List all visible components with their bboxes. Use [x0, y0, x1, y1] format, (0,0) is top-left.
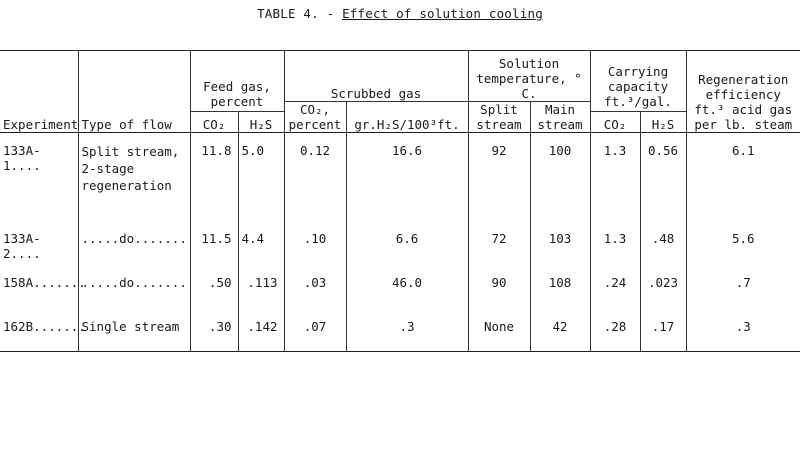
- table-title: TABLE 4. - Effect of solution cooling: [0, 6, 800, 21]
- header-experiment: Experiment: [0, 50, 79, 132]
- header-scrubbed-h2s: gr.H₂S/100³ft.: [346, 101, 469, 132]
- table-row: 162B....... Single stream .30 .142 .07 .…: [0, 309, 800, 352]
- cell-experiment: 158A.......: [0, 265, 86, 309]
- table-label: TABLE 4. -: [257, 6, 335, 21]
- cell-feed-h2s: 4.4: [238, 221, 285, 265]
- data-table: Experiment Type of flow Feed gas, percen…: [0, 50, 800, 352]
- cell-type-of-flow: .....do.......: [78, 265, 191, 309]
- cell-experiment: 133A-2....: [0, 221, 79, 265]
- cell-experiment: 133A-1....: [0, 132, 79, 221]
- cell-carrying-co2: 1.3: [590, 221, 641, 265]
- cell-split-stream: None: [468, 309, 531, 352]
- cell-type-of-flow: .....do.......: [78, 221, 191, 265]
- cell-carrying-h2s: 0.56: [640, 132, 687, 221]
- header-scrubbed-co2: CO₂, percent: [284, 101, 347, 132]
- header-main-stream: Main stream: [530, 101, 591, 132]
- header-split-stream: Split stream: [468, 101, 531, 132]
- cell-scrubbed-co2: 0.12: [284, 132, 347, 221]
- header-type-of-flow: Type of flow: [78, 50, 191, 132]
- cell-feed-co2: 11.8: [190, 132, 239, 221]
- cell-carrying-h2s: .023: [640, 265, 687, 309]
- cell-regeneration: .3: [686, 309, 800, 352]
- cell-scrubbed-co2: .10: [284, 221, 347, 265]
- header-feed-h2s: H₂S: [238, 111, 285, 132]
- cell-carrying-h2s: .17: [640, 309, 687, 352]
- cell-experiment: 162B.......: [0, 309, 86, 352]
- cell-feed-h2s: .142: [238, 309, 285, 352]
- cell-main-stream: 103: [530, 221, 591, 265]
- cell-carrying-co2: .28: [590, 309, 641, 352]
- cell-carrying-h2s: .48: [640, 221, 687, 265]
- cell-feed-h2s: 5.0: [238, 132, 285, 221]
- header-carrying-co2: CO₂: [590, 111, 641, 132]
- table-row: 133A-1.... Split stream, 2-stage regener…: [0, 132, 800, 221]
- cell-carrying-co2: 1.3: [590, 132, 641, 221]
- header-feed-gas: Feed gas, percent: [190, 50, 285, 112]
- header-regeneration: Regeneration efficiency ft.³ acid gas pe…: [686, 50, 800, 132]
- cell-main-stream: 100: [530, 132, 591, 221]
- cell-feed-co2: 11.5: [190, 221, 239, 265]
- cell-regeneration: .7: [735, 275, 751, 290]
- cell-carrying-co2: .24: [590, 265, 641, 309]
- cell-scrubbed-co2: .07: [284, 309, 347, 352]
- cell-type-of-flow: Single stream: [78, 309, 191, 352]
- cell-type-of-flow: Split stream, 2-stage regeneration: [78, 132, 191, 221]
- cell-main-stream: 42: [530, 309, 591, 352]
- header-carrying-capacity: Carrying capacity ft.³/gal.: [590, 50, 687, 112]
- cell-scrubbed-h2s: 6.6: [346, 221, 469, 265]
- table-row: 133A-2.... .....do....... 11.5 4.4 .10 6…: [0, 221, 800, 265]
- table-subtitle: Effect of solution cooling: [342, 6, 543, 21]
- table-container: Experiment Type of flow Feed gas, percen…: [0, 50, 800, 352]
- cell-main-stream: 108: [530, 265, 591, 309]
- cell-feed-co2: .50: [190, 265, 239, 309]
- cell-split-stream: 92: [468, 132, 531, 221]
- cell-split-stream: 90: [468, 265, 531, 309]
- cell-regeneration: 6.1: [731, 143, 755, 158]
- cell-scrubbed-co2: .03: [284, 265, 347, 309]
- header-solution-temperature: Solution temperature, ° C.: [468, 50, 591, 102]
- header-scrubbed-gas: Scrubbed gas: [284, 50, 469, 102]
- cell-regeneration: 5.6: [731, 231, 755, 246]
- cell-split-stream: 72: [468, 221, 531, 265]
- header-carrying-h2s: H₂S: [640, 111, 687, 132]
- table-row: 158A....... .....do....... .50 .113 .03 …: [0, 265, 800, 309]
- cell-scrubbed-h2s: 16.6: [346, 132, 469, 221]
- cell-scrubbed-h2s: .3: [346, 309, 469, 352]
- header-feed-co2: CO₂: [190, 111, 239, 132]
- cell-scrubbed-h2s: 46.0: [346, 265, 469, 309]
- cell-feed-co2: .30: [190, 309, 239, 352]
- cell-feed-h2s: .113: [238, 265, 285, 309]
